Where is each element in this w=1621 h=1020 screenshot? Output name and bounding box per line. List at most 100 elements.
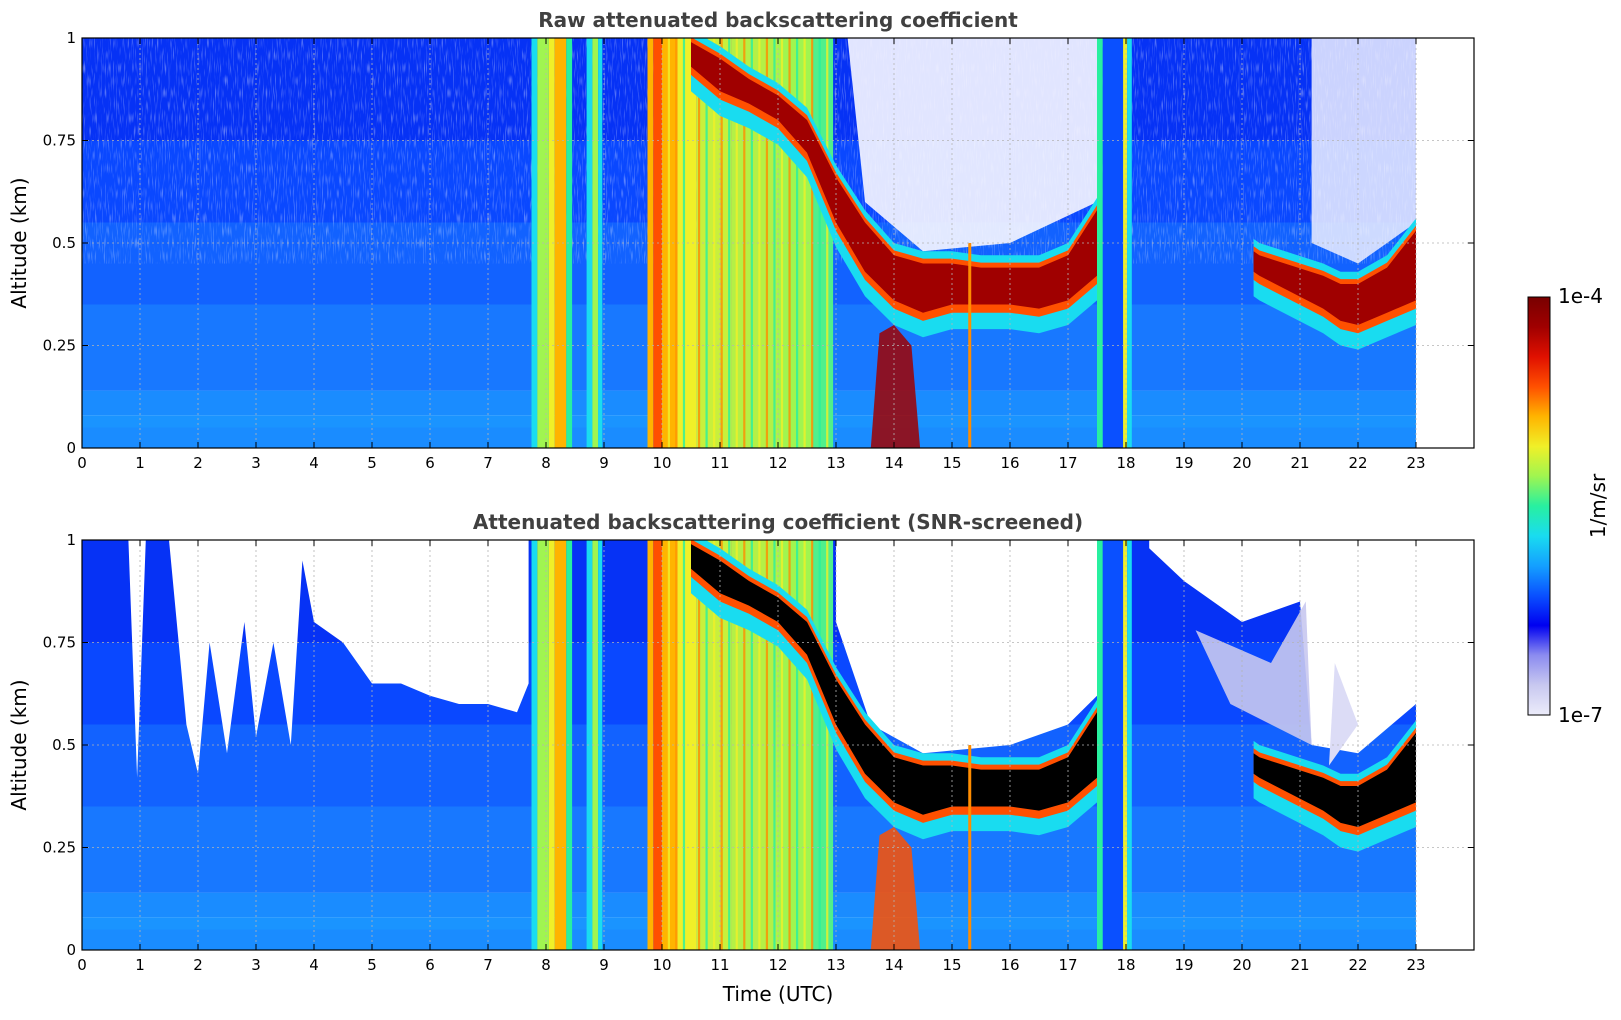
y-tick-label: 0.25 xyxy=(43,839,76,857)
precip-column xyxy=(566,540,573,950)
y-axis-ticks: 0 0.25 0.5 0.75 1 xyxy=(43,29,1474,457)
precip-streak xyxy=(758,38,761,448)
x-tick-label: 20 xyxy=(1232,454,1251,472)
grid-lines xyxy=(82,540,1474,950)
x-tick-label: 18 xyxy=(1116,454,1135,472)
precip-streak xyxy=(728,38,731,448)
heatmap-area xyxy=(82,540,1474,950)
colorbar-unit-label: 1/m/sr xyxy=(1586,473,1610,538)
fog-plume xyxy=(870,325,921,448)
precip-streak xyxy=(750,540,753,950)
precip-column xyxy=(554,540,567,950)
precip-column xyxy=(647,540,654,950)
precip-streak xyxy=(818,38,821,448)
precip-column xyxy=(586,540,593,950)
precip-streak xyxy=(735,38,738,448)
x-tick-label: 14 xyxy=(884,454,903,472)
precip-streak xyxy=(803,540,806,950)
precip-column xyxy=(1097,38,1103,448)
precip-column xyxy=(531,540,538,950)
x-tick-label: 7 xyxy=(483,454,493,472)
y-axis-label: Altitude (km) xyxy=(7,679,31,810)
precip-streak xyxy=(697,38,701,448)
y-tick-label: 0.75 xyxy=(43,132,76,150)
x-tick-label: 5 xyxy=(367,454,377,472)
x-tick-label: 13 xyxy=(826,956,845,974)
y-tick-label: 0 xyxy=(66,439,76,457)
chart-title: Attenuated backscattering coefficient (S… xyxy=(473,510,1083,534)
x-tick-label: 15 xyxy=(942,454,961,472)
precip-streak xyxy=(788,38,791,448)
x-tick-label: 20 xyxy=(1232,956,1251,974)
y-tick-label: 0.5 xyxy=(52,234,76,252)
x-axis-label: Time (UTC) xyxy=(722,982,834,1006)
precip-streak xyxy=(773,540,776,950)
x-tick-label: 11 xyxy=(710,454,729,472)
x-tick-label: 6 xyxy=(425,454,435,472)
precip-column xyxy=(598,540,603,950)
y-axis-ticks: 0 0.25 0.5 0.75 1 xyxy=(43,531,1474,959)
precip-streak xyxy=(803,38,806,448)
colorbar: 1e-4 1e-7 1/m/sr xyxy=(1527,284,1610,727)
precip-column xyxy=(1123,38,1128,448)
clear-sky-region xyxy=(1311,38,1416,264)
x-tick-label: 22 xyxy=(1348,454,1367,472)
precip-streak xyxy=(968,745,972,950)
precip-column xyxy=(586,38,593,448)
x-tick-label: 4 xyxy=(309,956,319,974)
x-tick-label: 23 xyxy=(1406,454,1425,472)
x-tick-label: 17 xyxy=(1058,956,1077,974)
precip-column xyxy=(554,38,567,448)
y-tick-label: 0.75 xyxy=(43,634,76,652)
x-tick-label: 7 xyxy=(483,956,493,974)
x-tick-label: 19 xyxy=(1174,454,1193,472)
cloud-layer xyxy=(691,42,1097,313)
x-tick-label: 1 xyxy=(135,454,145,472)
fog-plume xyxy=(870,827,921,950)
x-tick-label: 10 xyxy=(652,956,671,974)
x-tick-label: 3 xyxy=(251,454,261,472)
x-tick-label: 4 xyxy=(309,454,319,472)
precip-column xyxy=(598,38,603,448)
precip-column xyxy=(566,38,573,448)
x-tick-label: 19 xyxy=(1174,956,1193,974)
x-tick-label: 16 xyxy=(1000,956,1019,974)
y-tick-label: 0 xyxy=(66,941,76,959)
x-tick-label: 6 xyxy=(425,956,435,974)
chart-title: Raw attenuated backscattering coefficien… xyxy=(538,8,1018,32)
cloud-layer xyxy=(691,544,1097,815)
y-axis-label: Altitude (km) xyxy=(7,177,31,308)
precip-streak xyxy=(713,540,716,950)
precip-column xyxy=(1127,38,1132,448)
precip-streak xyxy=(713,38,716,448)
precip-column xyxy=(1097,540,1103,950)
clear-sky-region xyxy=(847,38,1097,252)
colorbar-max-label: 1e-4 xyxy=(1558,284,1603,308)
x-tick-label: 0 xyxy=(77,454,87,472)
x-tick-label: 2 xyxy=(193,454,203,472)
precip-column xyxy=(548,540,555,950)
precip-streak xyxy=(720,540,723,950)
screened-mask xyxy=(82,540,529,778)
x-axis-ticks: 0 1 2 3 4 5 6 7 8 9 10 11 12 13 14 15 16 17 18 19 20 21 22 23 xyxy=(77,540,1426,974)
precip-streak xyxy=(705,540,708,950)
x-tick-label: 2 xyxy=(193,956,203,974)
precip-column xyxy=(592,540,599,950)
precip-streak xyxy=(765,38,769,448)
precip-streak xyxy=(675,540,678,950)
no-data-region xyxy=(1416,38,1474,448)
x-axis-ticks: 0 1 2 3 4 5 6 7 8 9 10 11 12 13 14 15 16 17 18 19 20 21 22 23 xyxy=(77,38,1426,472)
grid-lines xyxy=(82,38,1474,448)
x-tick-label: 21 xyxy=(1290,956,1309,974)
precip-streak xyxy=(728,540,731,950)
chart-panel-raw: Raw attenuated backscattering coefficien… xyxy=(7,8,1475,472)
cloud-layer xyxy=(1253,230,1416,325)
precip-column xyxy=(531,38,538,448)
x-tick-label: 23 xyxy=(1406,956,1425,974)
precip-streak xyxy=(690,540,693,950)
weak-signal-patch xyxy=(1195,601,1312,745)
y-tick-label: 1 xyxy=(66,29,76,47)
x-tick-label: 12 xyxy=(768,956,787,974)
x-tick-label: 13 xyxy=(826,454,845,472)
